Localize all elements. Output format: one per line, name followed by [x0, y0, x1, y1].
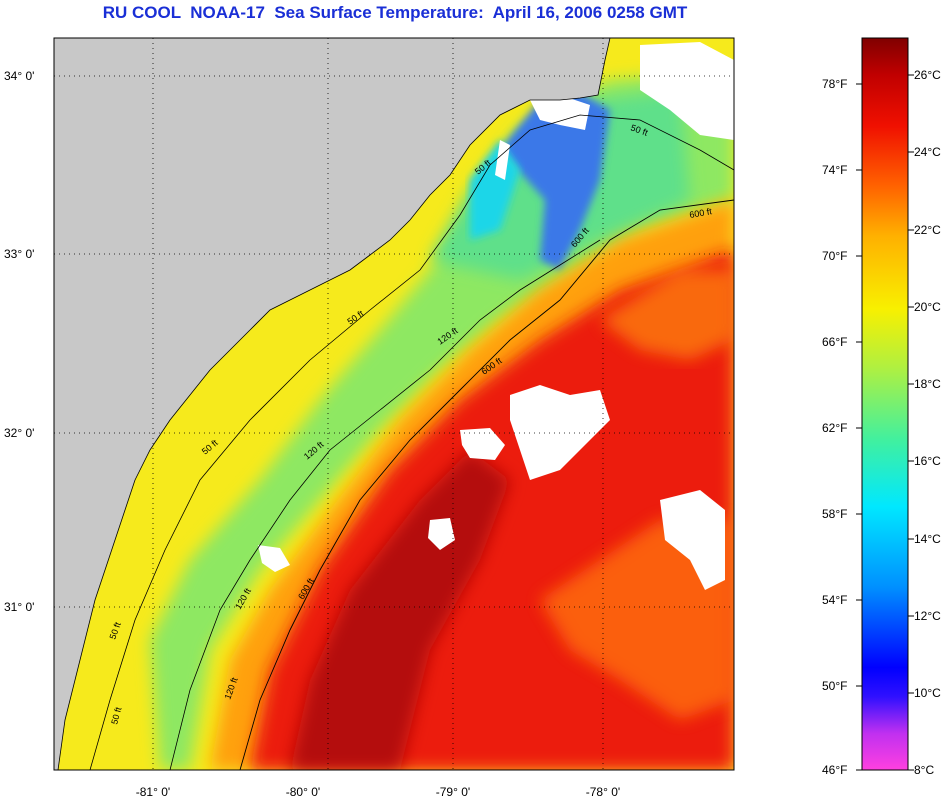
- warm-streak: [540, 520, 734, 720]
- lon-tick-label: -81° 0': [136, 785, 170, 799]
- lat-tick-label: 32° 0': [4, 426, 34, 440]
- lon-tick-label: -80° 0': [286, 785, 320, 799]
- contour-120ft: [169, 239, 601, 770]
- contour-600ft: [239, 199, 734, 770]
- map-title: RU COOL NOAA-17 Sea Surface Temperature:…: [102, 3, 688, 22]
- cold-water: [500, 92, 610, 270]
- contour-label: 50 ft: [109, 706, 123, 726]
- lon-tick-label: -79° 0': [436, 785, 470, 799]
- sst-imagery: [54, 38, 734, 770]
- lon-tick-label: -78° 0': [586, 785, 620, 799]
- contour-label: 600 ft: [689, 206, 713, 220]
- cold-water-2: [470, 140, 520, 240]
- warm-streak-2: [600, 270, 734, 360]
- gulf-stream-core: [290, 450, 510, 770]
- lat-axis: 31° 0' 32° 0' 33° 0' 34° 0': [4, 69, 34, 614]
- lon-axis: -81° 0' -80° 0' -79° 0' -78° 0': [136, 785, 620, 799]
- land: [54, 38, 611, 770]
- graticule: [54, 38, 734, 770]
- lat-tick-label: 31° 0': [4, 600, 34, 614]
- map-frame: [53, 37, 735, 771]
- contour-50ft: [89, 114, 734, 770]
- lat-tick-label: 33° 0': [4, 247, 34, 261]
- lat-tick-label: 34° 0': [4, 69, 34, 83]
- cloud-cover: [258, 42, 734, 590]
